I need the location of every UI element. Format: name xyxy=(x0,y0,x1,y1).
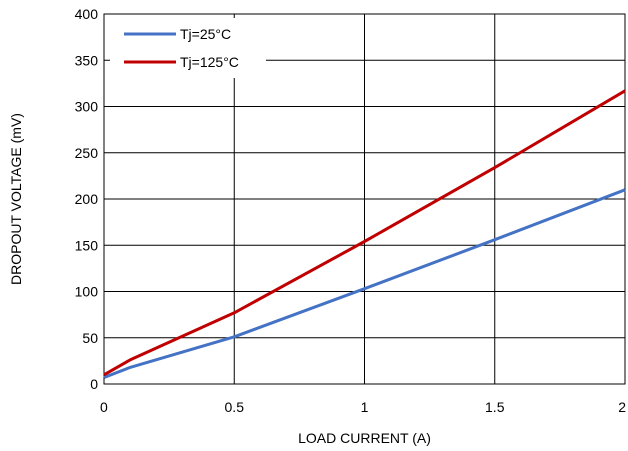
x-tick-label: 1.5 xyxy=(485,399,505,415)
y-tick-label: 100 xyxy=(75,284,99,300)
y-tick-label: 150 xyxy=(75,237,99,253)
x-tick-label: 0 xyxy=(100,399,108,415)
y-tick-label: 400 xyxy=(75,6,99,22)
legend-label-1: Tj=25°C xyxy=(180,26,231,42)
legend-box xyxy=(110,18,266,78)
legend: Tj=25°C Tj=125°C xyxy=(110,18,266,78)
y-tick-label: 250 xyxy=(75,145,99,161)
series-line-2 xyxy=(103,89,626,377)
x-axis-label: LOAD CURRENT (A) xyxy=(298,430,431,446)
x-tick-label: 0.5 xyxy=(225,399,245,415)
legend-label-2: Tj=125°C xyxy=(180,54,239,70)
y-tick-label: 0 xyxy=(90,376,98,392)
x-tick-label: 2 xyxy=(618,399,626,415)
y-tick-label: 300 xyxy=(75,99,99,115)
y-tick-label: 50 xyxy=(82,330,98,346)
y-axis-label: DROPOUT VOLTAGE (mV) xyxy=(8,113,24,285)
series-line-1 xyxy=(103,188,626,379)
y-tick-label: 350 xyxy=(75,52,99,68)
y-axis-ticks: 0 50 100 150 200 250 300 350 400 xyxy=(75,6,99,392)
x-tick-label: 1 xyxy=(361,399,369,415)
series-lines xyxy=(103,89,626,379)
plot-frame xyxy=(103,13,626,385)
x-axis-ticks: 0 0.5 1 1.5 2 xyxy=(100,399,626,415)
y-tick-label: 200 xyxy=(75,191,99,207)
